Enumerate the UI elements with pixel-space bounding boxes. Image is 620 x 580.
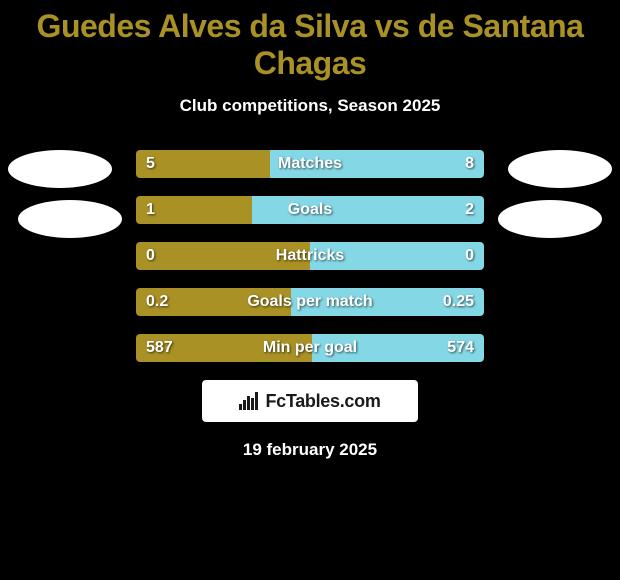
subtitle: Club competitions, Season 2025 — [0, 96, 620, 116]
stat-bar-right — [252, 196, 484, 224]
chart-icon — [239, 392, 259, 410]
branding-badge: FcTables.com — [202, 380, 418, 422]
branding-text: FcTables.com — [265, 391, 380, 412]
stat-label: Min per goal — [263, 339, 357, 357]
stat-row: 587 574 Min per goal — [136, 334, 484, 362]
stat-value-left: 0 — [146, 247, 155, 265]
stat-value-right: 2 — [465, 201, 474, 219]
stat-row: 1 2 Goals — [136, 196, 484, 224]
date-text: 19 february 2025 — [0, 440, 620, 460]
stat-label: Hattricks — [276, 247, 344, 265]
stat-row: 0 0 Hattricks — [136, 242, 484, 270]
stat-value-left: 0.2 — [146, 293, 168, 311]
stat-value-right: 8 — [465, 155, 474, 173]
player-right-avatar-2 — [498, 200, 602, 238]
stat-value-right: 0.25 — [443, 293, 474, 311]
comparison-content: 5 8 Matches 1 2 Goals 0 0 Hattricks 0.2 0.25 Goals … — [0, 150, 620, 460]
stat-row: 0.2 0.25 Goals per match — [136, 288, 484, 316]
stat-label: Goals per match — [247, 293, 372, 311]
stat-value-left: 1 — [146, 201, 155, 219]
player-left-avatar-1 — [8, 150, 112, 188]
stat-label: Matches — [278, 155, 342, 173]
stat-label: Goals — [288, 201, 332, 219]
stat-bar-left — [136, 150, 270, 178]
page-title: Guedes Alves da Silva vs de Santana Chag… — [0, 0, 620, 82]
player-left-avatar-2 — [18, 200, 122, 238]
stat-row: 5 8 Matches — [136, 150, 484, 178]
stat-value-left: 5 — [146, 155, 155, 173]
stat-value-right: 574 — [447, 339, 474, 357]
stat-value-right: 0 — [465, 247, 474, 265]
stat-value-left: 587 — [146, 339, 173, 357]
stat-bars-container: 5 8 Matches 1 2 Goals 0 0 Hattricks 0.2 0.25 Goals … — [136, 150, 484, 362]
player-right-avatar-1 — [508, 150, 612, 188]
